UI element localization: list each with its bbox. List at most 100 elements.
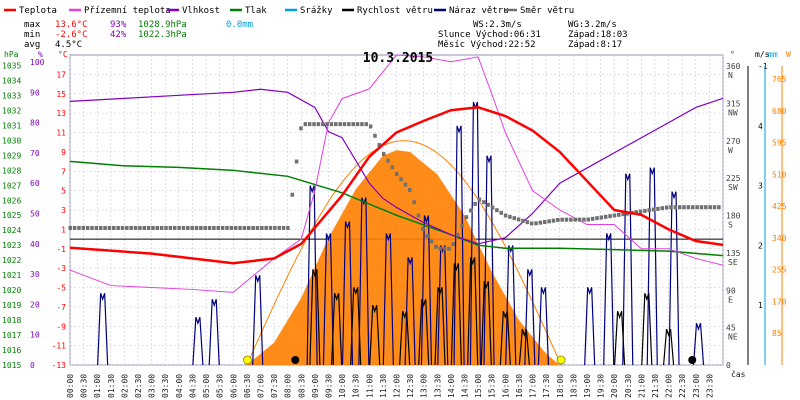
- hpa-tick-label: 1030: [2, 136, 21, 145]
- wind-direction-point: [469, 208, 473, 213]
- wind-speed-point: [518, 328, 530, 366]
- wind-direction-point: [647, 208, 651, 213]
- hpa-tick-label: 1015: [2, 361, 21, 370]
- wind-gust-point: [208, 299, 220, 366]
- x-tick-label: 04:00: [175, 374, 184, 398]
- wind-speed-point: [418, 299, 430, 366]
- direction-cardinal-label: SW: [728, 183, 738, 192]
- percent-tick-label: 100: [30, 58, 45, 67]
- direction-tick-label: 270: [726, 137, 741, 146]
- legend-label: Tlak: [245, 6, 267, 16]
- wind-direction-point: [281, 225, 286, 230]
- wind-direction-point: [551, 218, 556, 223]
- wind-speed-point: [467, 257, 479, 366]
- wind-direction-point: [290, 192, 295, 197]
- wind-direction-point: [473, 201, 477, 206]
- wind-direction-point: [434, 244, 438, 249]
- wind-direction-point: [708, 205, 712, 210]
- x-tick-label: 23:00: [692, 374, 701, 398]
- x-tick-label: 21:00: [637, 374, 646, 398]
- hpa-tick-label: 1020: [2, 286, 21, 295]
- celsius-tick-label: 9: [61, 148, 66, 157]
- x-tick-label: 13:00: [420, 374, 429, 398]
- wind-direction-point: [673, 205, 678, 210]
- wind-direction-point: [81, 225, 86, 230]
- x-tick-label: 17:30: [542, 374, 551, 398]
- legend-label: Náraz větru: [449, 6, 509, 16]
- percent-tick-label: 0: [30, 361, 35, 370]
- wind-direction-point: [347, 122, 351, 127]
- hpa-tick-label: 1033: [2, 91, 21, 100]
- moonset-marker: [291, 356, 300, 364]
- legend-label: Srážky: [300, 6, 333, 16]
- wind-gust-point: [505, 245, 517, 366]
- wind-direction-point: [538, 220, 543, 225]
- mm-axis-label: mm: [768, 50, 778, 59]
- wind-direction-point: [451, 242, 456, 247]
- x-tick-label: 03:30: [161, 374, 170, 398]
- temperature-line: [69, 106, 724, 265]
- celsius-tick-label: 17: [56, 70, 66, 79]
- wind-direction-point: [643, 208, 647, 213]
- stat-min-hum: 42%: [110, 30, 127, 40]
- mm-tick-label: 255: [772, 266, 787, 275]
- x-tick-label: 21:30: [651, 374, 660, 398]
- wind-direction-point: [516, 217, 521, 222]
- percent-tick-label: 70: [30, 149, 40, 158]
- wind-direction-point: [103, 225, 107, 230]
- x-tick-label: 19:30: [597, 374, 606, 398]
- x-tick-label: 20:00: [610, 374, 619, 398]
- wind-gust-point: [252, 275, 264, 366]
- wind-direction-point: [425, 234, 429, 239]
- wind-direction-point: [172, 225, 177, 230]
- wind-direction-point: [582, 217, 586, 222]
- wind-gust-point: [692, 322, 705, 366]
- wind-speed-point: [350, 287, 362, 366]
- wind-direction-point: [325, 122, 329, 127]
- wind-direction-point: [686, 205, 691, 210]
- wind-direction-point: [669, 205, 673, 210]
- info-moonrise: Měsíc Východ:22:52: [438, 40, 536, 50]
- wind-direction-point: [416, 213, 421, 218]
- direction-cardinal-label: N: [728, 71, 733, 80]
- legend-item: Tlak: [230, 6, 267, 16]
- wind-direction-point: [564, 217, 569, 222]
- wind-direction-point: [159, 225, 164, 230]
- wind-direction-point: [403, 182, 408, 187]
- wind-speed-point: [641, 293, 653, 366]
- wind-direction-point: [412, 200, 416, 205]
- hpa-tick-label: 1023: [2, 241, 21, 250]
- x-tick-label: 07:30: [270, 374, 279, 398]
- wind-direction-point: [477, 197, 482, 202]
- wind-gust-point: [322, 233, 335, 366]
- wind-direction-point: [264, 225, 268, 230]
- wind-direction-point: [229, 225, 234, 230]
- wind-direction-point: [634, 210, 638, 215]
- wind-gust-point: [97, 293, 109, 366]
- celsius-tick-label: 13: [56, 109, 66, 118]
- wind-direction-point: [107, 225, 112, 230]
- wind-direction-point: [603, 214, 608, 219]
- wind-direction-point: [508, 214, 512, 219]
- wind-gust-point: [453, 125, 465, 366]
- wind-direction-point: [203, 225, 207, 230]
- wind-direction-point: [216, 225, 221, 230]
- x-tick-label: 15:30: [488, 374, 497, 398]
- wind-direction-point: [212, 225, 216, 230]
- wind-direction-point: [499, 210, 503, 215]
- x-tick-label: 15:00: [474, 374, 483, 398]
- wind-direction-point: [220, 225, 225, 230]
- info-moonset: Západ:8:17: [568, 40, 622, 50]
- wind-direction-point: [334, 122, 338, 127]
- hpa-tick-label: 1035: [2, 61, 21, 70]
- direction-cardinal-label: SE: [728, 258, 738, 267]
- wind-direction-point: [342, 122, 347, 127]
- wind-direction-point: [190, 225, 194, 230]
- info-sunset: Západ:18:03: [568, 30, 628, 40]
- wind-direction-point: [307, 122, 312, 127]
- wind-direction-point: [699, 205, 704, 210]
- wind-direction-point: [299, 126, 303, 131]
- direction-tick-label: 180: [726, 212, 741, 221]
- wind-gust-group: [97, 101, 705, 366]
- mm-tick-label: 680: [772, 107, 787, 116]
